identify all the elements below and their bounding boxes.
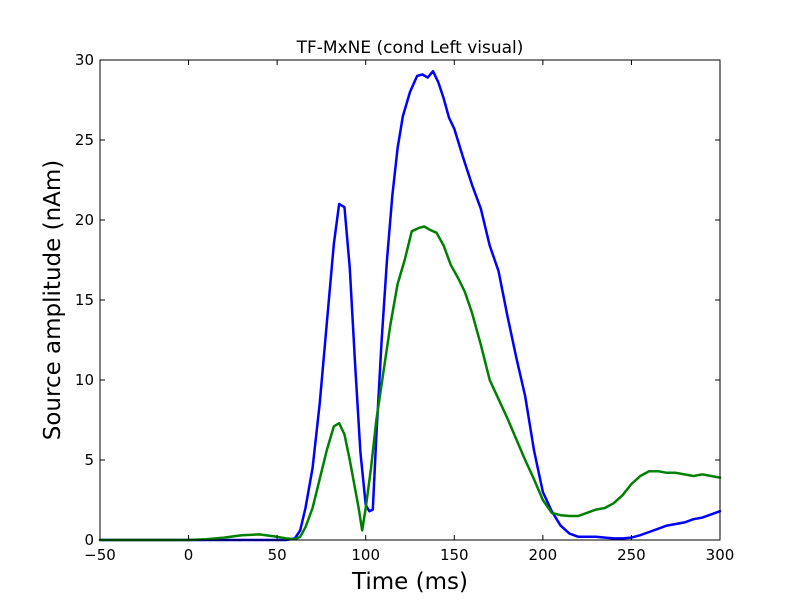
- series-line-2: [98, 225, 722, 542]
- series-layer: [98, 69, 722, 542]
- y-tick-label: 15: [75, 291, 94, 309]
- x-tick-label: −50: [84, 546, 116, 564]
- x-tick-label: 250: [617, 546, 646, 564]
- y-tick-label: 25: [75, 131, 94, 149]
- series-line-1: [98, 69, 722, 542]
- x-tick-label: 200: [529, 546, 558, 564]
- x-tick-label: 300: [706, 546, 735, 564]
- y-axis-label: Source amplitude (nAm): [40, 160, 66, 441]
- y-tick-label: 30: [75, 51, 94, 69]
- y-tick-label: 0: [84, 531, 94, 549]
- x-tick-label: 0: [184, 546, 194, 564]
- chart-title: TF-MxNE (cond Left visual): [296, 38, 524, 58]
- y-tick-label: 20: [75, 211, 94, 229]
- x-tick-label: 100: [351, 546, 380, 564]
- x-axis-label: Time (ms): [351, 569, 468, 595]
- x-tick-label: 150: [440, 546, 469, 564]
- x-tick-label: 50: [268, 546, 287, 564]
- y-tick-label: 10: [75, 371, 94, 389]
- plot-frame: [99, 59, 721, 541]
- y-tick-label: 5: [84, 451, 94, 469]
